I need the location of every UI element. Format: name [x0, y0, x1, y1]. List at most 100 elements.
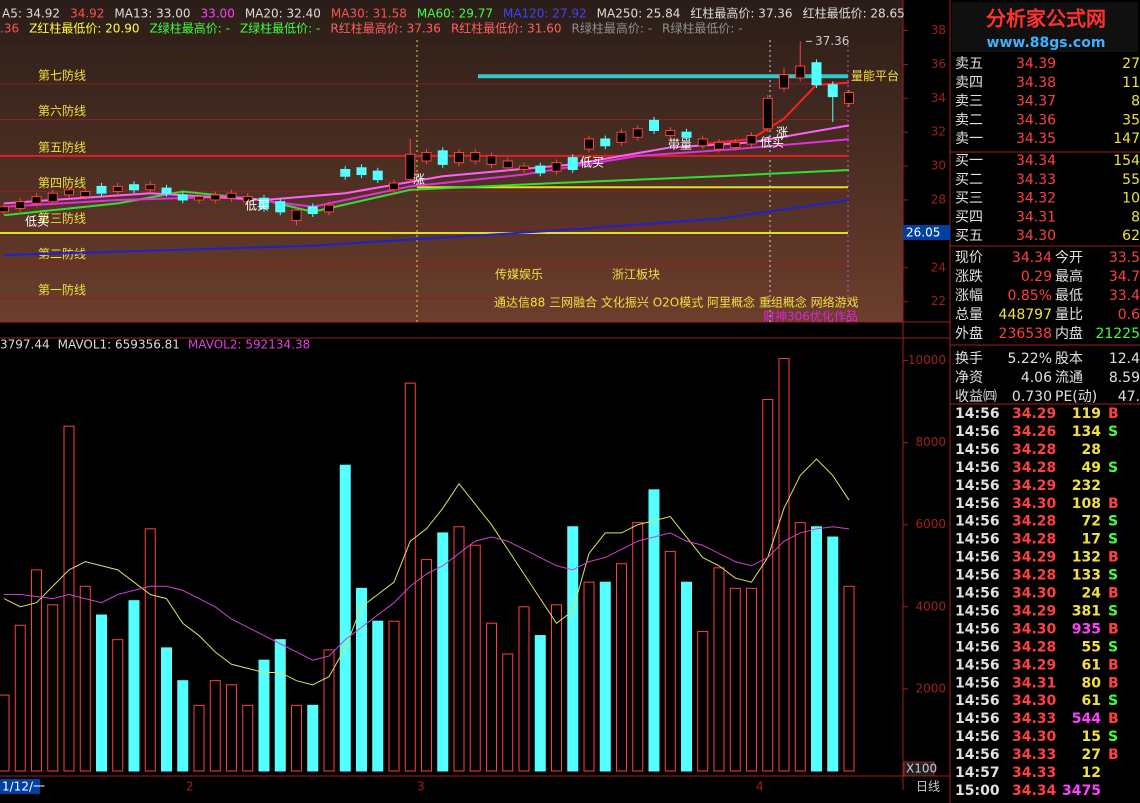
price-panel-bg: [0, 0, 903, 322]
volume-bar: [746, 587, 757, 772]
volume-bar: [469, 544, 481, 772]
volume-bar: [567, 526, 579, 772]
indicator-value: R绿柱最低价: -: [662, 21, 743, 36]
quote-label: 外盘: [955, 325, 983, 342]
trade-side: S: [1108, 639, 1118, 655]
ma-line: [3, 138, 850, 208]
candle-body: [145, 184, 156, 191]
book-label: 卖四: [955, 75, 983, 91]
trade-price: 34.26: [1012, 424, 1056, 440]
volume-bar: [486, 622, 497, 772]
quote-label: 最低: [1055, 288, 1083, 304]
book-volume: 10: [1122, 191, 1140, 207]
trade-price: 34.29: [1012, 550, 1056, 566]
quote-value: 4.06: [1021, 370, 1052, 386]
trade-side: S: [1108, 424, 1118, 440]
high-label: 37.36: [815, 34, 849, 48]
candle-body: [584, 138, 594, 150]
trade-side: B: [1108, 675, 1119, 691]
logo-url: www.88gs.com: [987, 35, 1106, 51]
book-label: 卖五: [955, 56, 983, 72]
trade-time: 14:56: [955, 586, 1000, 602]
trade-price: 34.31: [1012, 675, 1056, 691]
concepts: 通达信88 三网融合 文化振兴 O2O模式 阿里概念 重组概念 网络游戏: [494, 295, 859, 310]
indicator-value: Z红柱最低价: 20.90: [29, 21, 139, 36]
indicator-value: R红柱最高价: 37.36: [330, 21, 441, 36]
quote-value: 448797: [999, 307, 1052, 323]
volume-bar: [112, 639, 124, 772]
quote-value: 0.730: [1012, 389, 1052, 405]
volume-bar: [827, 536, 839, 772]
quote-label: 流通: [1055, 370, 1083, 386]
volume-bar: [31, 569, 42, 772]
candle-body: [681, 131, 692, 138]
volume-indicator: MAVOL1: 659356.81: [58, 338, 180, 352]
volume-bar: [437, 532, 449, 772]
candle-body: [47, 192, 58, 203]
candle-body: [470, 152, 481, 162]
trade-time: 14:56: [955, 460, 1000, 476]
book-price: 34.38: [1016, 75, 1056, 91]
candle-body: [519, 165, 529, 170]
quote-value: 12.4: [1109, 351, 1140, 367]
trade-side: S: [1108, 693, 1118, 709]
volume-bar: [96, 614, 107, 772]
book-label: 卖二: [955, 112, 983, 128]
indicator-value: MA120: 27.92: [503, 7, 587, 21]
book-volume: 154: [1113, 153, 1140, 169]
candle-body: [454, 152, 464, 164]
y-tick-label: 38: [931, 23, 946, 37]
trade-side: S: [1108, 603, 1118, 619]
trade-time: 14:56: [955, 711, 1000, 727]
signal: 低买: [245, 199, 269, 213]
trade-volume: 24: [1082, 586, 1102, 602]
trade-time: 15:00: [955, 783, 1000, 799]
signal: 低买: [25, 215, 49, 229]
trade-volume: 80: [1082, 675, 1102, 691]
quote-value: 21225: [1095, 326, 1140, 342]
defense-label: 第四防线: [38, 175, 86, 190]
indicator-value: 红柱最低价: 28.65: [803, 6, 905, 21]
y-tick-label: 30: [931, 159, 946, 173]
quote-value: 0.29: [1021, 269, 1052, 285]
y-tick-label: 6000: [915, 517, 946, 531]
indicator-value: R红柱最低价: 31.60: [451, 21, 562, 36]
book-price: 34.36: [1016, 112, 1056, 128]
volume-indicator: MAVOL2: 592134.38: [188, 338, 310, 352]
logo-bg: [952, 2, 1138, 52]
volume-bar: [47, 604, 59, 772]
volume-bar: [388, 620, 400, 772]
indicator-value: 红柱最高价: 37.36: [690, 6, 792, 21]
volume-bar: [794, 522, 806, 772]
trade-side: B: [1108, 711, 1119, 727]
book-label: 买一: [955, 153, 983, 169]
quote-value: 33.5: [1109, 250, 1140, 266]
candle-body: [714, 141, 724, 150]
y-tick-label: 8000: [915, 435, 946, 449]
trade-time: 14:56: [955, 406, 1000, 422]
indicator-value: Z绿柱最高价: -: [150, 21, 230, 36]
candle-body: [372, 170, 383, 181]
trade-time: 14:56: [955, 639, 1000, 655]
y-tick-label: 24: [931, 260, 946, 274]
y-tick-label: 34: [931, 91, 946, 105]
trade-time: 14:56: [955, 621, 1000, 637]
trade-price: 34.30: [1012, 729, 1057, 745]
indicator-value: MA30: 31.58: [331, 7, 407, 21]
book-label: 买五: [955, 228, 983, 244]
volume-bar: [372, 620, 384, 772]
candle-body: [194, 196, 204, 201]
candle-body: [129, 184, 139, 191]
signal: 低买: [760, 136, 784, 150]
volume-bar: [583, 581, 595, 772]
candle-body: [0, 206, 9, 213]
right-panel: 卖五 34.39 27 卖四 34.38 11 卖三 34.37 8 卖二 34.36 35 卖一 34.…: [955, 56, 1140, 799]
signal: 带量: [668, 138, 692, 152]
trade-price: 34.29: [1012, 478, 1056, 494]
defense-label: 第三防线: [38, 211, 86, 226]
candle-body: [567, 157, 578, 170]
volume-bar: [648, 489, 660, 772]
volume-bar: [421, 559, 432, 772]
trade-volume: 15: [1082, 729, 1101, 745]
quote-label: 净资: [955, 370, 983, 386]
